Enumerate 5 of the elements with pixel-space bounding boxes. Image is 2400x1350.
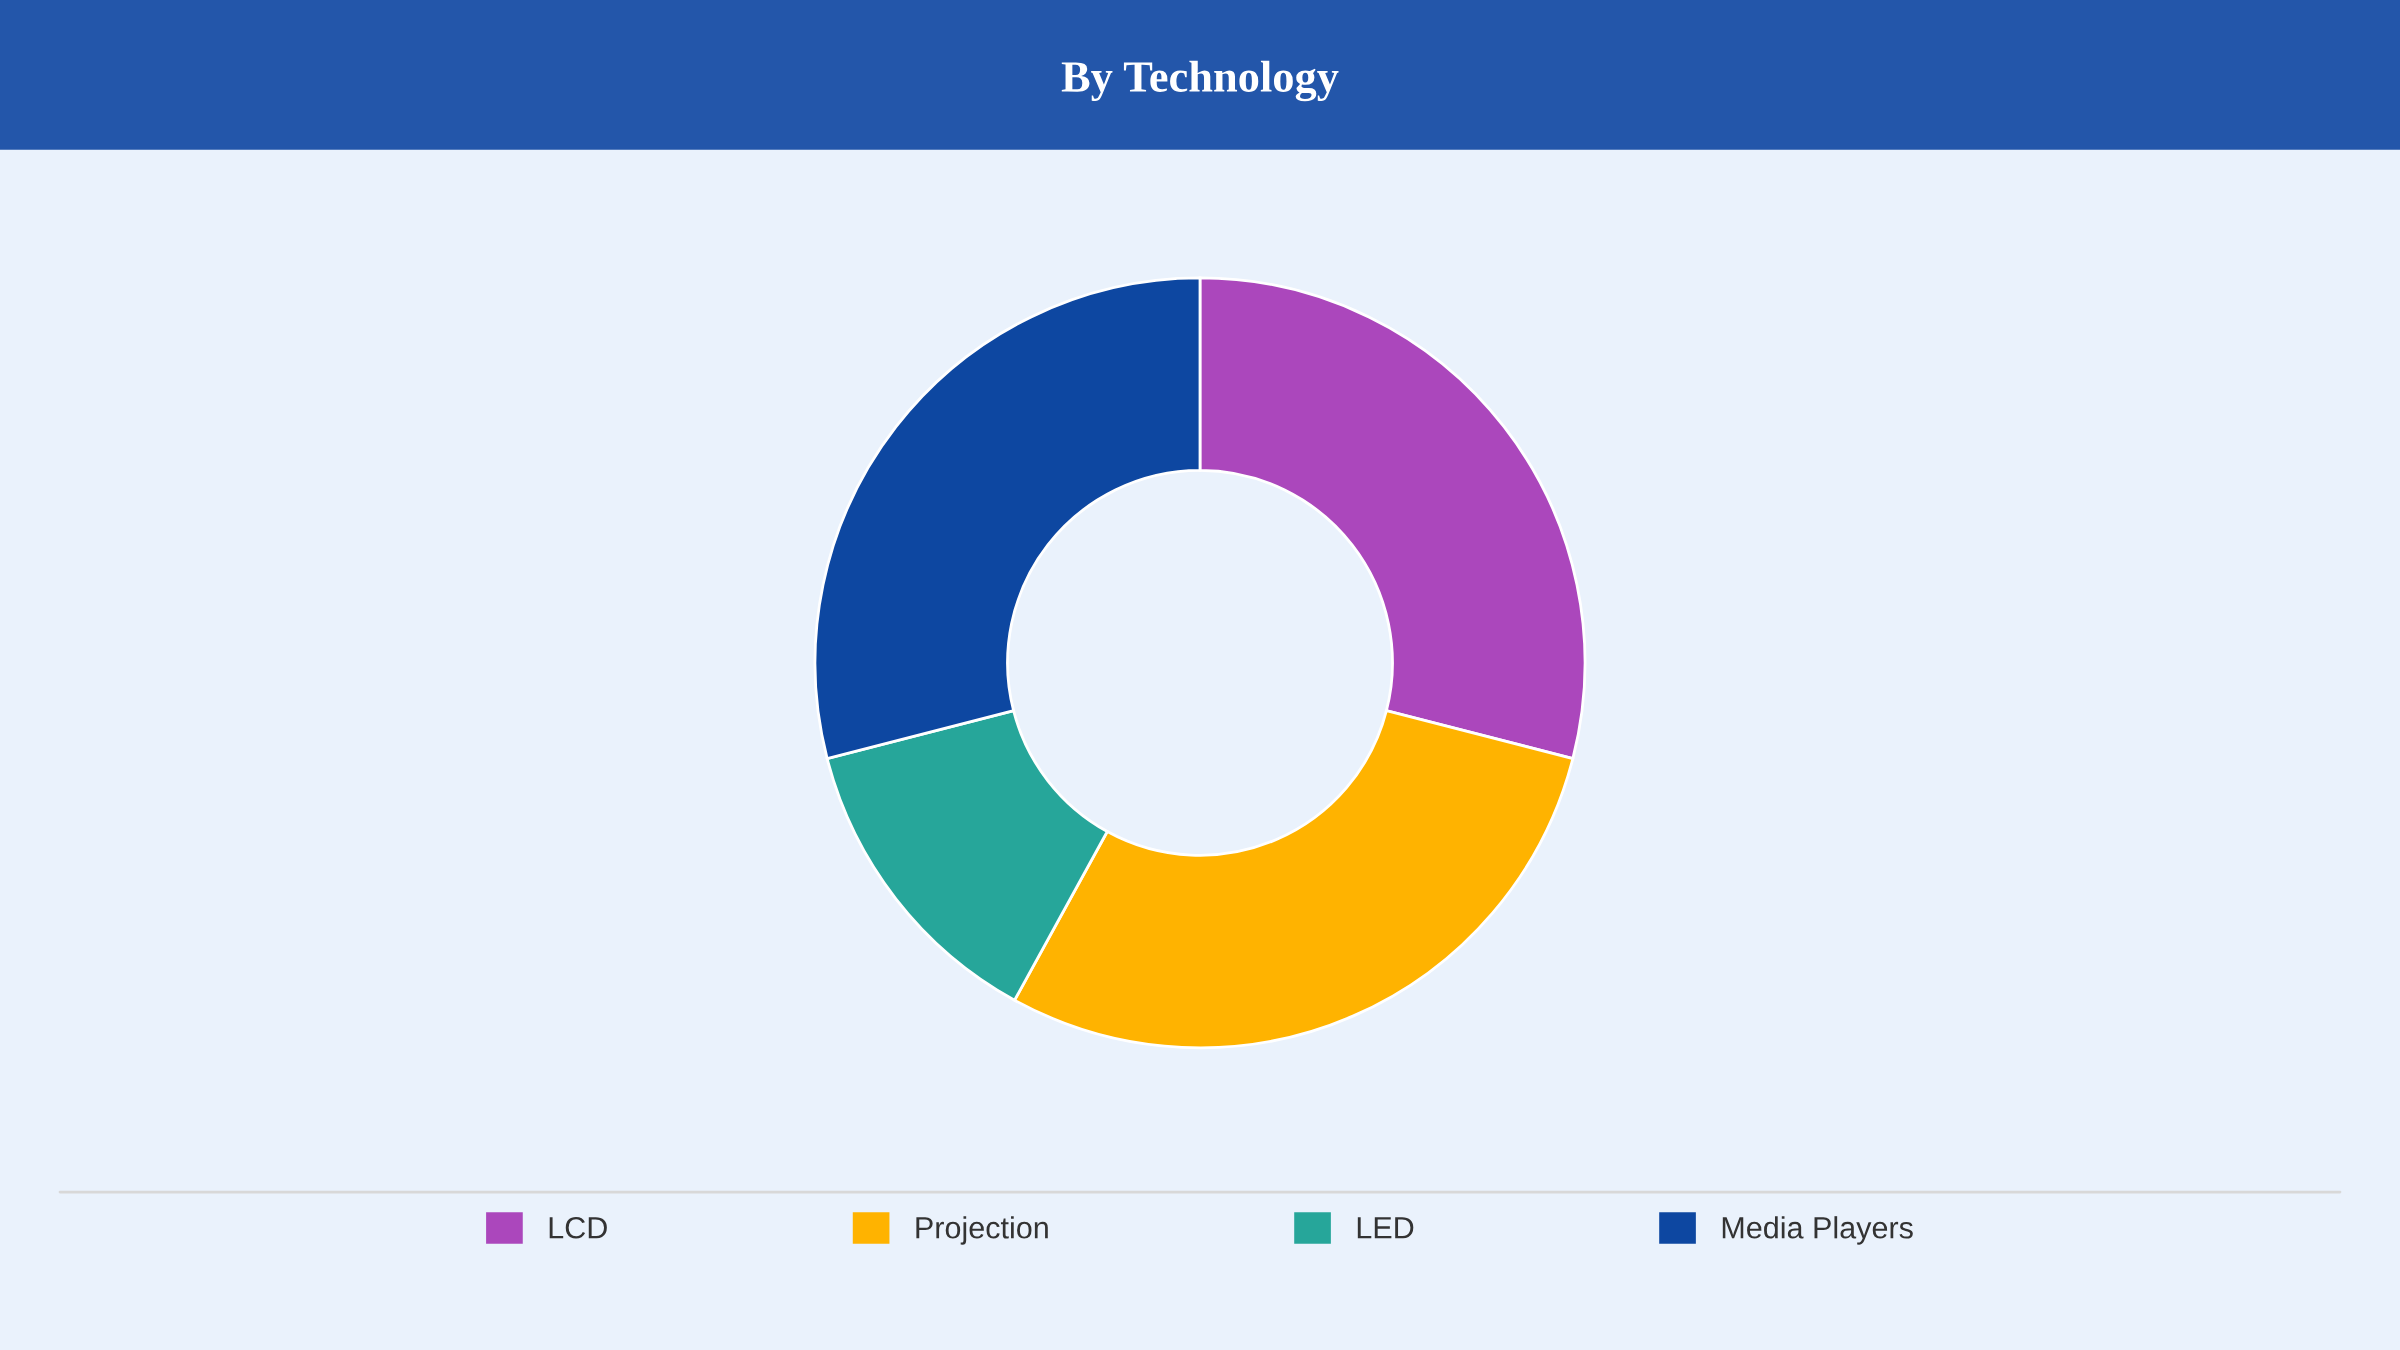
- chart-title: By Technology: [1061, 60, 1339, 102]
- legend-label: Projection: [916, 1216, 1048, 1245]
- legend-label: LED: [1357, 1217, 1414, 1239]
- legend-label: Media Players: [1722, 1216, 1913, 1245]
- legend-label: LCD: [549, 1216, 607, 1239]
